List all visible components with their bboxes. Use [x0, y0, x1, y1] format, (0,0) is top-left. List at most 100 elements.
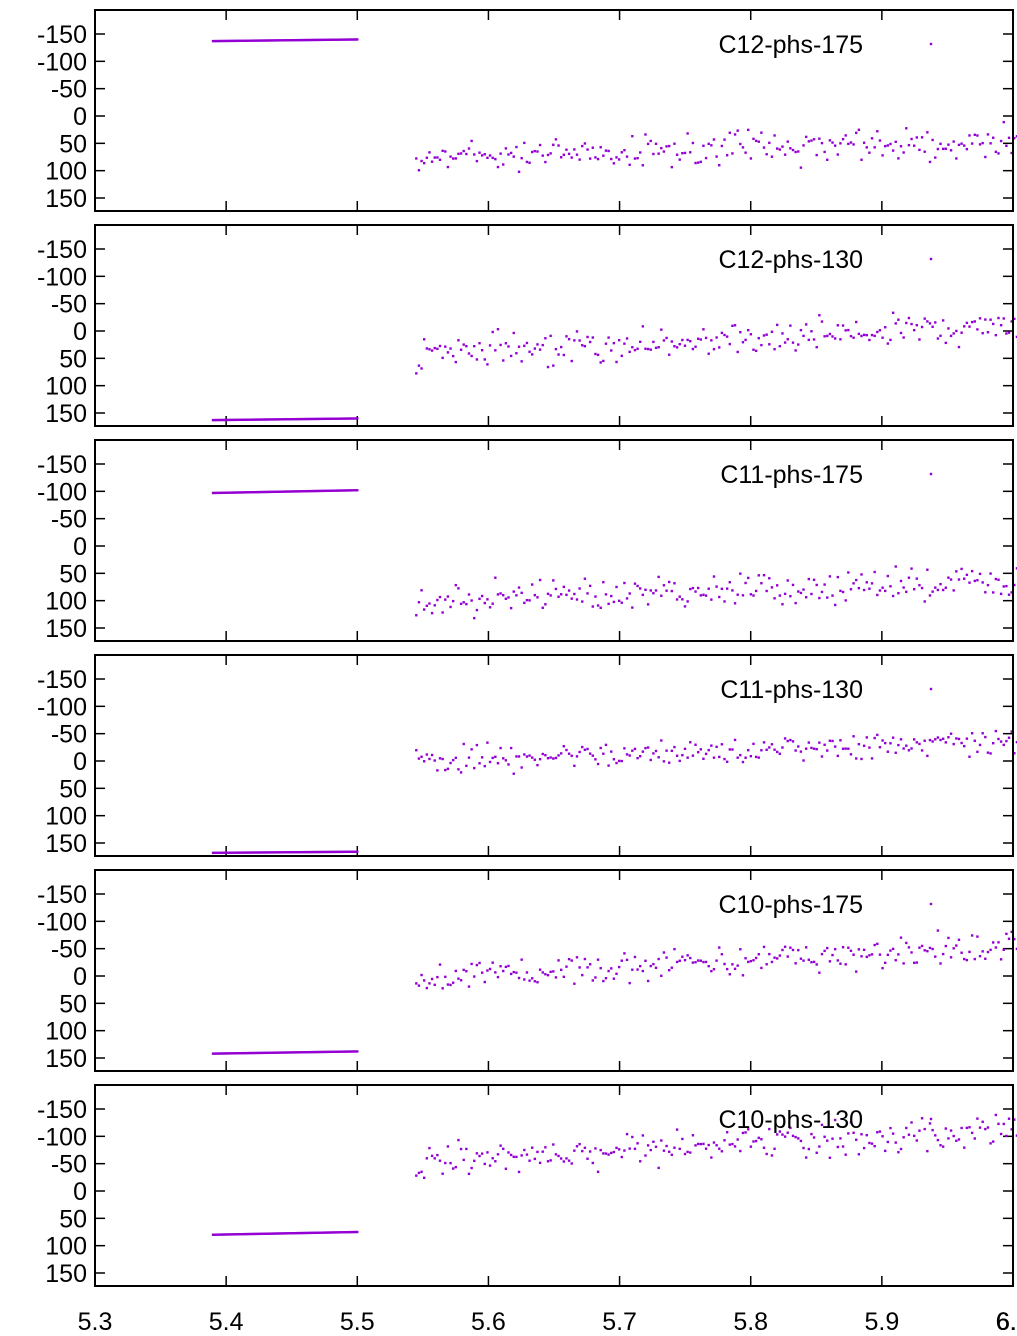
data-point	[428, 151, 431, 154]
data-point	[340, 1231, 344, 1234]
data-point	[507, 153, 510, 156]
data-point	[833, 144, 837, 147]
data-point	[317, 489, 321, 493]
data-point	[549, 334, 552, 338]
data-point	[934, 738, 937, 741]
data-point	[265, 490, 268, 494]
data-point	[931, 1128, 934, 1132]
data-point	[465, 764, 468, 768]
data-point	[1005, 332, 1008, 335]
data-point	[833, 745, 837, 748]
x-tick-label: 5.3	[78, 1308, 113, 1336]
data-point	[1015, 135, 1017, 138]
data-point	[620, 151, 623, 154]
data-point	[415, 372, 418, 375]
data-point	[797, 590, 800, 593]
data-point	[673, 947, 676, 951]
data-point	[791, 1134, 795, 1138]
data-point	[970, 320, 974, 324]
data-point	[823, 335, 826, 338]
data-point	[459, 771, 463, 774]
data-point	[657, 152, 660, 155]
data-point	[575, 330, 579, 333]
data-point	[897, 318, 900, 321]
data-point	[480, 756, 484, 759]
data-point	[670, 966, 674, 969]
data-point	[329, 417, 333, 420]
data-point	[931, 590, 934, 593]
data-point	[430, 753, 434, 757]
data-point	[268, 418, 272, 421]
data-point	[931, 740, 934, 743]
data-point	[760, 966, 763, 970]
data-point	[791, 583, 795, 587]
data-point	[325, 417, 328, 421]
data-point	[541, 606, 544, 610]
data-point	[251, 418, 255, 421]
data-point	[955, 737, 958, 740]
data-point	[667, 580, 671, 584]
data-point	[425, 156, 429, 159]
data-point	[287, 1232, 290, 1235]
data-point	[920, 1117, 924, 1120]
y-tick-label: 50	[59, 560, 87, 588]
data-point	[415, 1174, 418, 1177]
data-point	[997, 737, 1000, 741]
data-point	[297, 490, 301, 493]
data-point	[907, 946, 911, 949]
data-point	[812, 138, 816, 141]
data-point	[997, 941, 1000, 944]
data-point	[965, 321, 969, 325]
data-point	[473, 766, 476, 770]
y-tick-label: 0	[73, 533, 87, 561]
data-point	[323, 38, 327, 42]
data-point	[280, 1232, 284, 1235]
data-point	[213, 851, 216, 855]
data-point	[462, 343, 465, 346]
data-point	[918, 148, 921, 152]
data-point	[639, 340, 642, 344]
data-point	[810, 1132, 813, 1136]
data-point	[310, 1231, 313, 1235]
data-point	[617, 158, 621, 161]
data-point	[902, 962, 905, 965]
y-tick-label: 0	[73, 1178, 87, 1206]
data-point	[267, 39, 270, 42]
data-point	[588, 752, 592, 755]
data-point	[860, 757, 863, 761]
data-point	[288, 490, 291, 493]
data-point	[815, 346, 818, 349]
data-point	[224, 1052, 227, 1055]
data-point	[976, 935, 979, 938]
data-point	[236, 1052, 239, 1055]
data-point	[973, 739, 976, 742]
data-point	[897, 1150, 900, 1154]
data-point	[245, 418, 248, 421]
legend-marker	[929, 687, 933, 691]
data-point	[319, 489, 322, 493]
data-point	[802, 759, 805, 762]
data-point	[483, 1162, 486, 1166]
data-point	[841, 747, 845, 750]
data-point	[354, 38, 357, 41]
data-point	[823, 743, 826, 746]
data-point	[641, 750, 645, 753]
data-point	[752, 137, 755, 141]
data-point	[538, 348, 542, 351]
data-point	[826, 158, 829, 161]
data-point	[433, 156, 436, 159]
data-point	[799, 328, 803, 332]
data-point	[794, 349, 797, 352]
data-point	[467, 1172, 471, 1176]
data-point	[699, 959, 703, 962]
data-point	[689, 1151, 692, 1154]
data-point	[449, 155, 452, 158]
data-point	[264, 490, 267, 494]
data-point	[473, 153, 476, 156]
panel-frame	[94, 9, 1014, 212]
data-point	[641, 1134, 645, 1137]
data-point	[960, 951, 963, 954]
data-point	[552, 757, 555, 760]
data-point	[512, 772, 515, 775]
x-tick-label: 5.6	[471, 1308, 506, 1336]
